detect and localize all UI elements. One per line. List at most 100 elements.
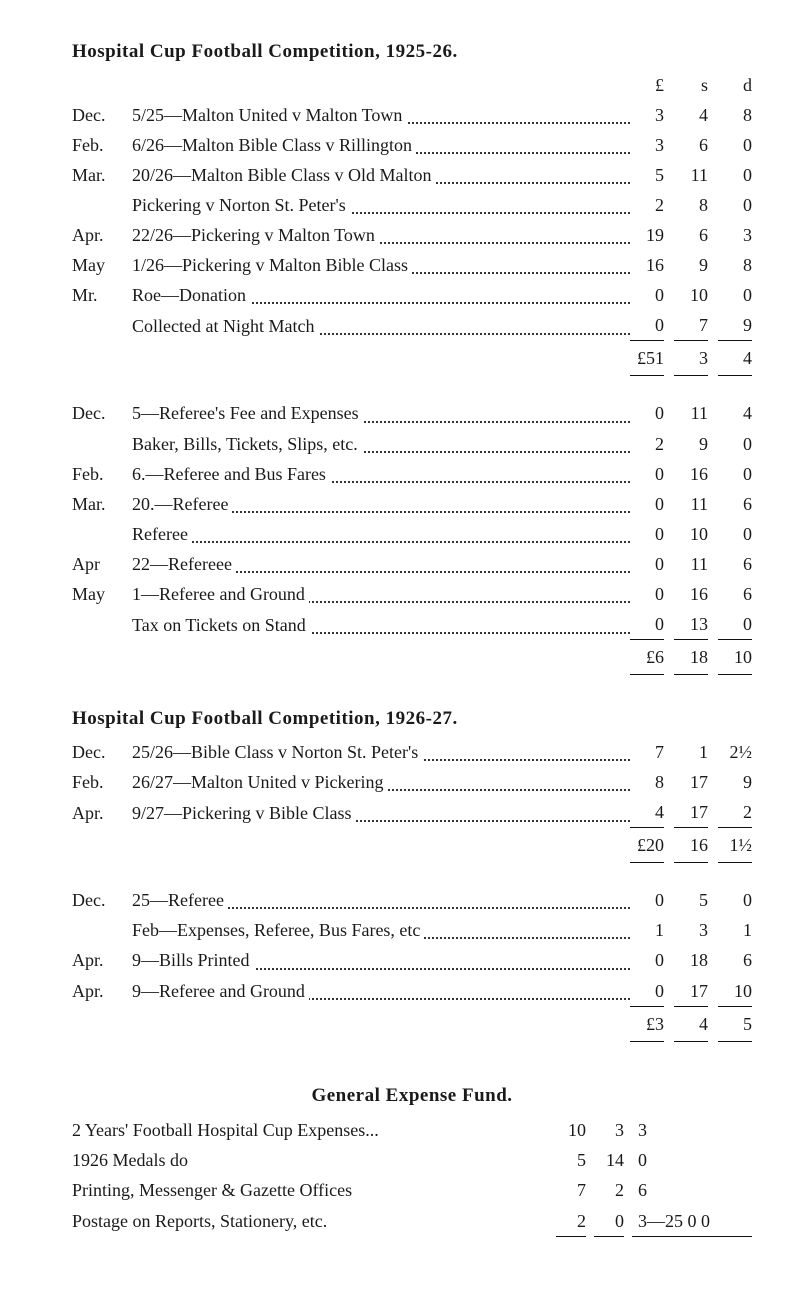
gef-col-c: 3—25 0 0 <box>632 1206 752 1237</box>
total-l: £20 <box>630 828 664 863</box>
amount-l: 0 <box>630 398 664 428</box>
amount-l: 0 <box>630 549 664 579</box>
ledger-row: Mar.20/26—Malton Bible Class v Old Malto… <box>72 160 752 190</box>
ledger-row: May1/26—Pickering v Malton Bible Class16… <box>72 250 752 280</box>
amount-s: 17 <box>674 767 708 797</box>
gef-col-b: 3 <box>594 1115 624 1145</box>
total-d: 4 <box>718 341 752 376</box>
gef-row: Postage on Reports, Stationery, etc.203—… <box>72 1206 752 1237</box>
amount-l: 0 <box>630 885 664 915</box>
amount-l: 5 <box>630 160 664 190</box>
ledger-row: Dec.25/26—Bible Class v Norton St. Peter… <box>72 737 752 767</box>
amount-d: 0 <box>718 280 752 310</box>
row-desc: 20/26—Malton Bible Class v Old Malton <box>132 160 630 190</box>
row-desc: 22/26—Pickering v Malton Town <box>132 220 630 250</box>
amount-l: 4 <box>630 797 664 828</box>
amount-l: 0 <box>630 579 664 609</box>
total-s: 4 <box>674 1006 708 1041</box>
amount-l: 0 <box>630 945 664 975</box>
amount-s: 11 <box>674 489 708 519</box>
ledger-row: Baker, Bills, Tickets, Slips, etc.290 <box>72 429 752 459</box>
gef-desc: Printing, Messenger & Gazette Offices <box>72 1175 556 1205</box>
amount-d: 0 <box>718 190 752 220</box>
ledger-row: Dec.5/25—Malton United v Malton Town348 <box>72 100 752 130</box>
amount-l: 0 <box>630 310 664 341</box>
amount-d: 6 <box>718 549 752 579</box>
row-desc: 6.—Referee and Bus Fares <box>132 459 630 489</box>
gef-row: Printing, Messenger & Gazette Offices726 <box>72 1175 752 1205</box>
gef-col-b: 14 <box>594 1145 624 1175</box>
gef-table: 2 Years' Football Hospital Cup Expenses.… <box>72 1115 752 1236</box>
row-prefix: May <box>72 579 132 609</box>
amount-l: 1 <box>630 915 664 945</box>
amount-l: 0 <box>630 976 664 1007</box>
amount-d: 8 <box>718 250 752 280</box>
gef-col-b: 2 <box>594 1175 624 1205</box>
amount-d: 1 <box>718 915 752 945</box>
amount-d: 0 <box>718 609 752 640</box>
ledger-row: Apr22—Refereee0116 <box>72 549 752 579</box>
ledger-row: Apr.9—Bills Printed0186 <box>72 945 752 975</box>
amount-l: 0 <box>630 519 664 549</box>
amount-d: 4 <box>718 398 752 428</box>
gef-body: 2 Years' Football Hospital Cup Expenses.… <box>72 1115 752 1236</box>
row-prefix: Dec. <box>72 737 132 767</box>
row-prefix: Dec. <box>72 885 132 915</box>
row-prefix: Apr. <box>72 220 132 250</box>
row-prefix <box>72 915 132 945</box>
total-s: 3 <box>674 341 708 376</box>
row-desc: 25—Referee <box>132 885 630 915</box>
row-prefix: Mr. <box>72 280 132 310</box>
ledger-table-3: Dec.25/26—Bible Class v Norton St. Peter… <box>72 737 752 863</box>
amount-l: 2 <box>630 190 664 220</box>
ledger-row: May1—Referee and Ground0166 <box>72 579 752 609</box>
row-desc: 1/26—Pickering v Malton Bible Class <box>132 250 630 280</box>
ledger-row: Mr.Roe—Donation0100 <box>72 280 752 310</box>
row-prefix: Feb. <box>72 459 132 489</box>
row-desc: 22—Refereee <box>132 549 630 579</box>
amount-l: 0 <box>630 280 664 310</box>
ledger-row: Mar.20.—Referee0116 <box>72 489 752 519</box>
row-prefix <box>72 609 132 640</box>
amount-l: 0 <box>630 609 664 640</box>
gef-col-a: 10 <box>556 1115 586 1145</box>
amount-d: 2 <box>718 797 752 828</box>
amount-s: 17 <box>674 797 708 828</box>
row-desc: 1—Referee and Ground <box>132 579 630 609</box>
row-prefix: Feb. <box>72 130 132 160</box>
total-d: 10 <box>718 640 752 675</box>
amount-s: 13 <box>674 609 708 640</box>
hdr-s: s <box>674 70 708 100</box>
amount-l: 8 <box>630 767 664 797</box>
row-desc: 5/25—Malton United v Malton Town <box>132 100 630 130</box>
total-s: 18 <box>674 640 708 675</box>
row-prefix: Apr. <box>72 976 132 1007</box>
ledger-row: Dec.5—Referee's Fee and Expenses0114 <box>72 398 752 428</box>
row-desc: Tax on Tickets on Stand <box>132 609 630 640</box>
ledger-table-1: £ s d Dec.5/25—Malton United v Malton To… <box>72 70 752 377</box>
amount-s: 11 <box>674 549 708 579</box>
row-prefix <box>72 429 132 459</box>
amount-d: 0 <box>718 160 752 190</box>
amount-s: 10 <box>674 519 708 549</box>
amount-s: 7 <box>674 310 708 341</box>
ledger-row: Feb.6.—Referee and Bus Fares0160 <box>72 459 752 489</box>
gef-col-b: 0 <box>594 1206 624 1237</box>
ledger-row: Apr.22/26—Pickering v Malton Town1963 <box>72 220 752 250</box>
ledger-row: Feb.26/27—Malton United v Pickering8179 <box>72 767 752 797</box>
ledger-table-4: Dec.25—Referee050Feb—Expenses, Referee, … <box>72 885 752 1041</box>
row-desc: 9—Bills Printed <box>132 945 630 975</box>
gef-col-c: 6 <box>632 1175 752 1205</box>
amount-d: 2½ <box>718 737 752 767</box>
gef-desc: 1926 Medals do <box>72 1145 556 1175</box>
total-l: £51 <box>630 341 664 376</box>
row-desc: Feb—Expenses, Referee, Bus Fares, etc <box>132 915 630 945</box>
hdr-d: d <box>718 70 752 100</box>
amount-d: 3 <box>718 220 752 250</box>
amount-l: 3 <box>630 130 664 160</box>
amount-d: 0 <box>718 130 752 160</box>
row-prefix <box>72 519 132 549</box>
row-desc: Referee <box>132 519 630 549</box>
ledger-row: Feb—Expenses, Referee, Bus Fares, etc131 <box>72 915 752 945</box>
gef-row: 1926 Medals do5140 <box>72 1145 752 1175</box>
